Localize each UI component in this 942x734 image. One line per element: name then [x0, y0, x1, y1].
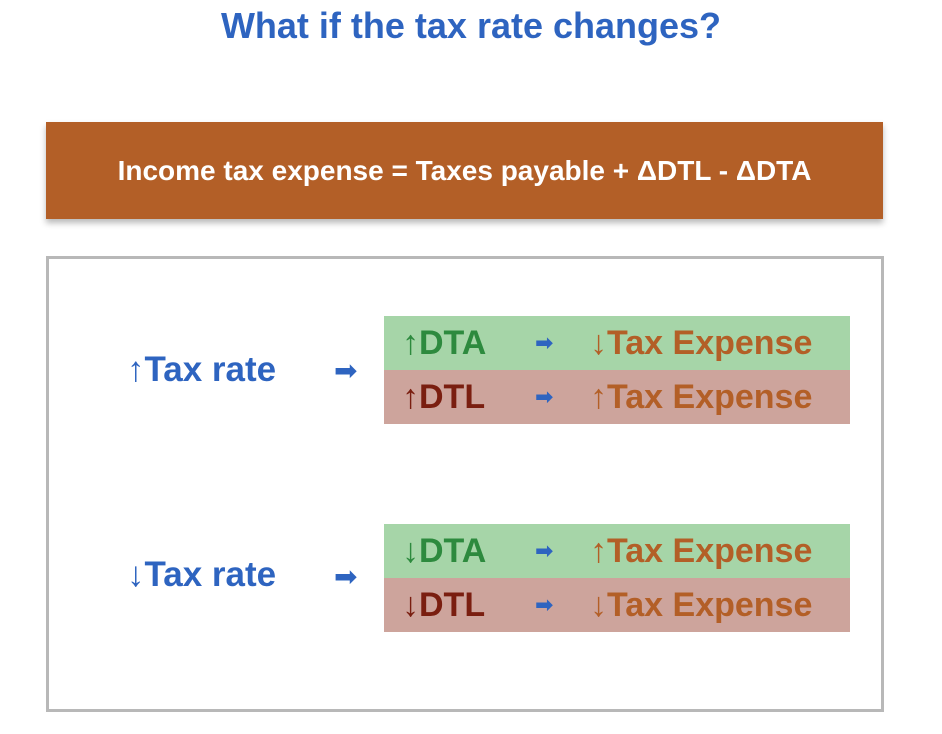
effect-item: ↓DTA	[402, 532, 487, 570]
scenario-rate-up-label: ↑Tax rate	[127, 350, 277, 389]
right-arrow-icon: ➡	[535, 384, 554, 409]
effect-item: ↑DTA	[402, 324, 487, 362]
formula-banner: Income tax expense = Taxes payable + ΔDT…	[46, 122, 883, 219]
page-title: What if the tax rate changes?	[220, 5, 722, 46]
effect-row-dta-up: ↑DTA ➡ ↓Tax Expense	[384, 316, 850, 370]
right-arrow-icon: ➡	[334, 355, 358, 386]
effect-row-dtl-up: ↑DTL ➡ ↑Tax Expense	[384, 370, 850, 424]
right-arrow-icon: ➡	[535, 592, 554, 617]
effect-result: ↓Tax Expense	[590, 586, 813, 624]
scenario-rate-down-label: ↓Tax rate	[127, 555, 277, 594]
effect-result: ↑Tax Expense	[590, 378, 813, 416]
effect-row-dta-down: ↓DTA ➡ ↑Tax Expense	[384, 524, 850, 578]
right-arrow-icon: ➡	[535, 538, 554, 563]
right-arrow-icon: ➡	[535, 330, 554, 355]
effect-result: ↓Tax Expense	[590, 324, 813, 362]
effect-item: ↑DTL	[402, 378, 486, 416]
formula-text: Income tax expense = Taxes payable + ΔDT…	[117, 154, 812, 186]
effect-result: ↑Tax Expense	[590, 532, 813, 570]
effect-item: ↓DTL	[402, 586, 486, 624]
effect-row-dtl-down: ↓DTL ➡ ↓Tax Expense	[384, 578, 850, 632]
right-arrow-icon: ➡	[334, 561, 358, 592]
